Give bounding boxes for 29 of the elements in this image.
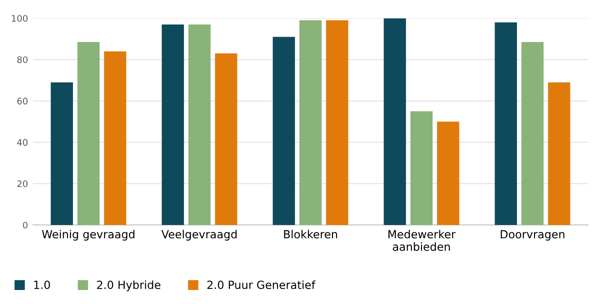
x-tick-label: Veelgevraagd bbox=[161, 230, 237, 241]
bar bbox=[104, 51, 126, 225]
legend-label: 1.0 bbox=[34, 280, 50, 290]
bar bbox=[77, 42, 100, 225]
bar bbox=[162, 24, 184, 225]
y-tick-label: 40 bbox=[17, 139, 28, 146]
bar bbox=[272, 36, 295, 225]
bar bbox=[384, 18, 406, 225]
legend-label: 2.0 Hybride bbox=[97, 280, 160, 292]
x-tick-label: Blokkeren bbox=[284, 230, 338, 238]
x-tick-label: Weinig gevraagd bbox=[42, 230, 134, 241]
y-tick-label: 80 bbox=[17, 56, 28, 64]
x-tick-label: Medewerker aanbieden bbox=[388, 230, 456, 251]
bar bbox=[548, 82, 570, 225]
y-tick-label: 100 bbox=[12, 14, 28, 22]
y-tick-label: 0 bbox=[22, 222, 28, 229]
bar bbox=[326, 20, 348, 225]
bar bbox=[521, 42, 544, 225]
bar bbox=[50, 82, 73, 225]
y-tick-label: 60 bbox=[17, 98, 28, 104]
bar bbox=[188, 24, 211, 225]
x-tick-label: Doorvragen bbox=[500, 230, 564, 241]
y-tick-label: 20 bbox=[17, 180, 28, 188]
bar bbox=[410, 111, 433, 225]
legend-label: 2.0 Puur Generatief bbox=[207, 280, 316, 290]
bar bbox=[437, 122, 460, 225]
bar bbox=[215, 53, 238, 225]
bar bbox=[299, 20, 322, 225]
bar bbox=[494, 22, 517, 225]
